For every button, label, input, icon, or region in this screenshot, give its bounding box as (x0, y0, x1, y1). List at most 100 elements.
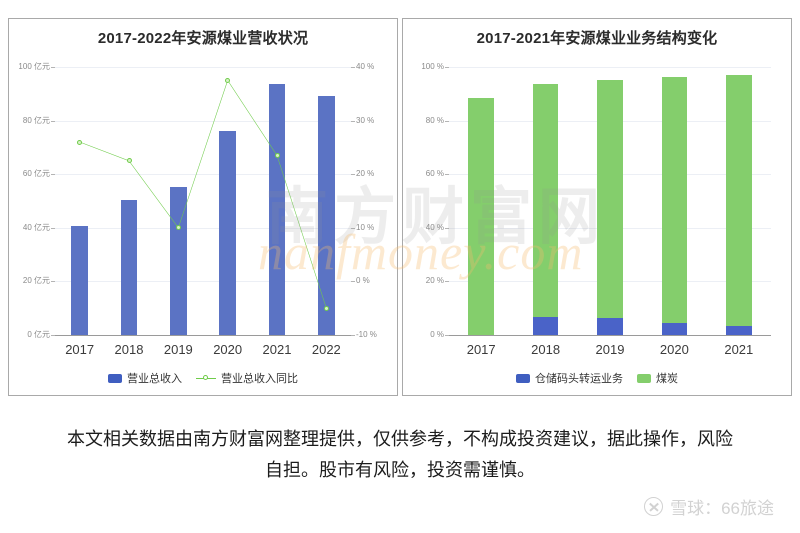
legend-item-revenue-line[interactable]: 营业总收入同比 (196, 370, 298, 386)
y-axis-tick-left: 100 亿元 (18, 62, 50, 71)
y-axis-tickmark-left (51, 281, 55, 283)
gridline (55, 120, 351, 122)
chart-bar-segment (725, 325, 752, 335)
chart-line-marker (77, 139, 83, 145)
legend-item-revenue-bar[interactable]: 营业总收入 (108, 370, 182, 386)
y-axis-tick-right: 10 % (356, 222, 375, 232)
y-axis-tick-left: 20 % (425, 276, 444, 286)
gridline (55, 174, 351, 176)
chart-bar (317, 95, 335, 335)
y-axis-tickmark-left (445, 67, 449, 68)
chart-bar-segment (468, 97, 495, 335)
chart-line-marker (175, 225, 181, 231)
footer-attribution: 雪球：66旅途 (644, 494, 774, 519)
x-axis-tick: 2018 (114, 342, 144, 357)
y-axis-tickmark-left (445, 281, 449, 283)
x-axis-tick: 2017 (466, 342, 496, 357)
legend-label: 营业总收入同比 (221, 373, 298, 385)
y-axis-tickmark-right (351, 174, 355, 176)
y-axis-tick-left: 80 亿元 (22, 115, 50, 125)
legend-swatch-icon (637, 373, 651, 383)
x-axis-tick: 2017 (65, 342, 95, 357)
y-axis-tick-left: 80 % (425, 115, 444, 125)
y-axis-tick-right: 30 % (356, 115, 375, 125)
x-axis-tick: 2020 (213, 342, 243, 357)
y-axis-tickmark-right (351, 335, 355, 336)
y-axis-tick-left: 40 亿元 (22, 222, 50, 232)
chart-bar-segment (597, 318, 623, 335)
gridline (449, 335, 771, 336)
legend-item-storage[interactable]: 仓储码头转运业务 (516, 370, 623, 386)
chart-bar (532, 84, 559, 335)
legend-label: 营业总收入 (127, 373, 182, 385)
x-axis-tick: 2021 (724, 342, 754, 357)
chart-bar (468, 97, 495, 335)
y-axis-tickmark-left (51, 67, 55, 68)
y-axis-tickmark-left (51, 227, 55, 229)
chart-bar (71, 225, 89, 335)
y-axis-tick-left: 60 % (425, 169, 444, 179)
chart-bar (268, 83, 286, 335)
plot-area-structure: 0 % 20 % 40 % 60 % 80 % 100 % 2017 2018 2019 2020… (421, 63, 771, 357)
chart-panel-revenue: 2017-2022年安源煤业营收状况 0 亿元 20 亿元 40 亿元 60 亿元 80… (8, 18, 398, 396)
chart-title-revenue: 2017-2022年安源煤业营收状况 (97, 30, 309, 47)
gridline (55, 335, 351, 336)
y-axis-tickmark-right (351, 120, 355, 122)
y-axis-tickmark-left (445, 174, 449, 176)
x-axis-tick: 2019 (163, 342, 193, 357)
chart-line-marker (323, 305, 329, 311)
x-axis-tick: 2021 (262, 342, 292, 357)
legend-swatch-icon (516, 373, 530, 383)
chart-bar-segment (725, 74, 752, 326)
y-axis-tick-left: 0 % (430, 330, 444, 339)
y-axis-tick-right: 40 % (356, 62, 375, 71)
y-axis-tick-left: 40 % (425, 222, 444, 232)
charts-row: 2017-2022年安源煤业营收状况 0 亿元 20 亿元 40 亿元 60 亿元 80… (8, 18, 792, 396)
y-axis-tick-right: -10 % (356, 330, 377, 339)
y-axis-tick-right: 20 % (356, 169, 375, 179)
y-axis-tick-left: 0 亿元 (27, 330, 50, 339)
chart-legend-structure: 仓储码头转运业务 煤炭 (403, 370, 791, 386)
chart-bar-segment (597, 80, 623, 319)
chart-line-marker (225, 77, 231, 83)
chart-bar-segment (661, 77, 688, 323)
x-axis-tick: 2019 (595, 342, 625, 357)
chart-bar (597, 80, 623, 335)
chart-line-marker (274, 152, 280, 158)
y-axis-tickmark-left (51, 335, 55, 336)
y-axis-tickmark-left (51, 174, 55, 176)
legend-item-coal[interactable]: 煤炭 (637, 370, 678, 386)
x-axis-tick: 2018 (531, 342, 561, 357)
legend-label: 煤炭 (656, 373, 678, 385)
chart-bar (661, 77, 688, 335)
footer-text: 雪球：66旅途 (670, 499, 774, 518)
x-axis-tick: 2020 (659, 342, 689, 357)
y-axis-tickmark-right (351, 227, 355, 229)
gridline (55, 281, 351, 283)
chart-bar-segment (661, 322, 688, 335)
chart-title-structure: 2017-2021年安源煤业业务结构变化 (476, 30, 718, 47)
y-axis-tickmark-right (351, 67, 355, 68)
y-axis-tick-left: 60 亿元 (22, 169, 50, 179)
gridline (449, 67, 771, 68)
y-axis-tick-left: 20 亿元 (22, 276, 50, 286)
chart-bar-segment (532, 317, 559, 335)
chart-legend-revenue: 营业总收入 营业总收入同比 (9, 370, 397, 386)
chart-panel-structure: 2017-2021年安源煤业业务结构变化 0 % 20 % 40 % 60 % 80 %… (402, 18, 792, 396)
chart-bar-segment (532, 84, 559, 318)
y-axis-tick-right: 0 % (356, 276, 370, 286)
chart-bar (120, 200, 138, 335)
plot-area-revenue: 0 亿元 20 亿元 40 亿元 60 亿元 80 亿元 100 亿元 -10 % 0 % 10… (18, 63, 376, 358)
y-axis-tickmark-left (445, 227, 449, 229)
disclaimer-text: 本文相关数据由南方财富网整理提供，仅供参考，不构成投资建议，据此操作，风险自担。… (67, 429, 733, 481)
legend-label: 仓储码头转运业务 (535, 373, 623, 385)
legend-line-marker-icon (196, 374, 216, 383)
chart-line-series (55, 67, 351, 335)
xueqiu-logo-icon (644, 497, 664, 516)
y-axis-tick-left: 100 % (421, 62, 444, 71)
chart-bar (219, 131, 237, 335)
y-axis-tickmark-left (445, 335, 449, 336)
y-axis-tickmark-right (351, 281, 355, 283)
chart-line-marker (126, 158, 132, 164)
legend-swatch-icon (108, 373, 122, 383)
